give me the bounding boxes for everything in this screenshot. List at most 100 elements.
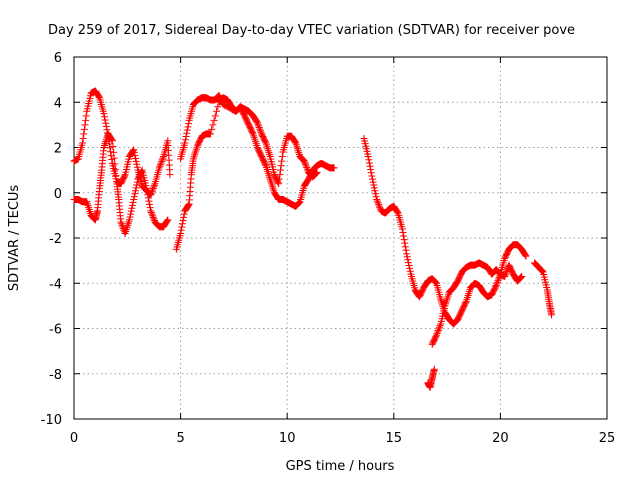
data-point — [163, 217, 171, 225]
x-tick-label: 25 — [599, 431, 616, 446]
data-point — [278, 157, 286, 165]
data-point — [267, 179, 275, 187]
data-point — [130, 193, 138, 201]
data-point — [257, 128, 265, 136]
data-point — [294, 145, 302, 153]
data-point — [100, 144, 108, 151]
data-point — [277, 162, 285, 170]
data-point — [401, 243, 409, 251]
data-point — [435, 323, 443, 331]
data-point — [406, 267, 414, 275]
data-point — [517, 273, 525, 281]
data-point — [210, 116, 218, 124]
data-series — [531, 259, 556, 319]
data-point — [82, 116, 90, 124]
data-point — [431, 278, 439, 286]
data-point — [464, 293, 472, 301]
data-point — [214, 103, 222, 111]
chart-title: Day 259 of 2017, Sidereal Day-to-day VTE… — [48, 23, 575, 38]
grid-lines — [74, 57, 607, 419]
data-point — [177, 226, 185, 234]
data-point — [501, 271, 509, 279]
data-point — [211, 112, 219, 120]
data-point — [264, 145, 272, 153]
data-point — [264, 147, 272, 155]
data-point — [264, 167, 272, 175]
data-point — [372, 190, 380, 198]
data-point — [156, 161, 164, 169]
data-point — [266, 151, 274, 159]
data-point — [404, 256, 412, 264]
data-point — [129, 198, 137, 206]
data-point — [294, 147, 302, 155]
data-point — [365, 159, 373, 167]
data-point — [184, 123, 192, 131]
data-point — [430, 365, 438, 373]
data-point — [291, 138, 299, 146]
data-point — [157, 159, 165, 167]
data-point — [368, 172, 376, 180]
y-tick-label: 6 — [54, 51, 62, 66]
data-point — [80, 130, 88, 138]
data-point — [522, 252, 530, 260]
data-point — [156, 162, 164, 170]
data-point — [436, 322, 444, 330]
data-point — [126, 213, 134, 221]
data-point — [443, 294, 451, 302]
data-point — [252, 138, 260, 146]
data-point — [102, 122, 110, 130]
data-point — [263, 143, 271, 151]
data-point — [276, 166, 284, 174]
data-point — [376, 204, 384, 212]
data-point — [149, 186, 157, 194]
data-point — [101, 140, 109, 148]
data-point — [370, 184, 378, 192]
data-point — [117, 218, 125, 226]
data-point — [367, 165, 375, 173]
x-tick-label: 15 — [386, 431, 403, 446]
data-point — [191, 151, 199, 159]
data-point — [268, 181, 276, 189]
data-point — [144, 194, 152, 202]
data-point — [119, 223, 127, 231]
data-point — [303, 165, 311, 173]
x-tick-label: 0 — [70, 431, 78, 446]
data-point — [164, 216, 172, 224]
data-point — [255, 123, 263, 131]
data-series — [70, 130, 172, 237]
data-point — [103, 126, 111, 134]
data-point — [312, 169, 320, 177]
data-point — [149, 212, 157, 220]
data-point — [435, 325, 443, 333]
data-point — [492, 282, 500, 290]
data-point — [131, 190, 139, 198]
data-point — [132, 157, 140, 165]
data-point — [121, 229, 129, 237]
data-point — [127, 207, 135, 215]
data-point — [295, 198, 303, 206]
data-point — [180, 213, 188, 221]
data-point — [138, 167, 146, 175]
data-point — [100, 113, 108, 121]
data-point — [250, 134, 258, 142]
data-point — [209, 121, 217, 129]
data-point — [371, 187, 379, 195]
data-point — [178, 223, 186, 231]
data-point — [124, 220, 132, 228]
data-point — [434, 326, 442, 334]
data-point — [521, 251, 529, 259]
data-point — [368, 175, 376, 183]
data-point — [369, 178, 377, 186]
y-tick-label: -4 — [49, 277, 62, 292]
data-series — [70, 87, 174, 199]
data-point — [85, 206, 93, 214]
data-point — [501, 272, 509, 280]
data-point — [373, 197, 381, 205]
data-point — [128, 201, 136, 209]
data-point — [108, 136, 116, 144]
data-point — [370, 181, 378, 189]
data-point — [133, 160, 141, 168]
x-axis-label: GPS time / hours — [286, 459, 395, 474]
data-point — [375, 202, 383, 210]
y-tick-label: 4 — [54, 96, 62, 111]
